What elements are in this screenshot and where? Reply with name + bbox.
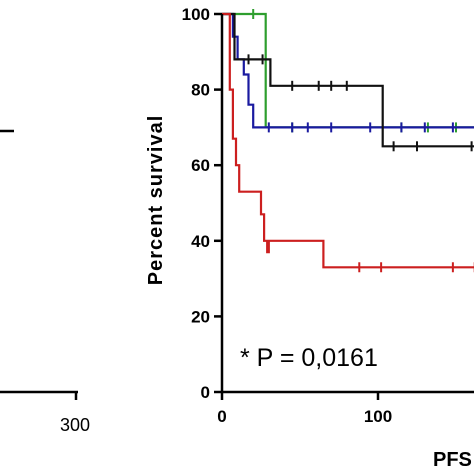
x-ticks: 0 100 [217, 392, 392, 426]
x-tick-label: 100 [364, 407, 392, 426]
survival-curve-1 [222, 12, 474, 129]
y-tick-label: 80 [191, 81, 210, 100]
left-chart: 300 [0, 129, 90, 435]
y-ticks: 0 20 40 60 80 100 [182, 5, 222, 402]
survival-curve-2 [222, 12, 474, 148]
x-axis-label: PFS [433, 449, 472, 471]
x-tick-label: 0 [217, 407, 226, 426]
p-value-annotation: * P = 0,0161 [240, 344, 378, 372]
y-tick-label: 40 [191, 232, 210, 251]
survival-curve-3 [222, 12, 474, 269]
y-tick-label: 60 [191, 156, 210, 175]
left-chart-x-tick-label: 300 [60, 415, 90, 435]
survival-curve-0 [222, 12, 474, 129]
y-tick-label: 0 [201, 383, 210, 402]
y-tick-label: 100 [182, 5, 210, 24]
plot-area [222, 9, 474, 273]
right-chart: 0 20 40 60 80 100 0 100 Percent survival PFS *… [145, 5, 474, 471]
y-tick-label: 20 [191, 307, 210, 326]
y-axis-label: Percent survival [145, 115, 167, 286]
